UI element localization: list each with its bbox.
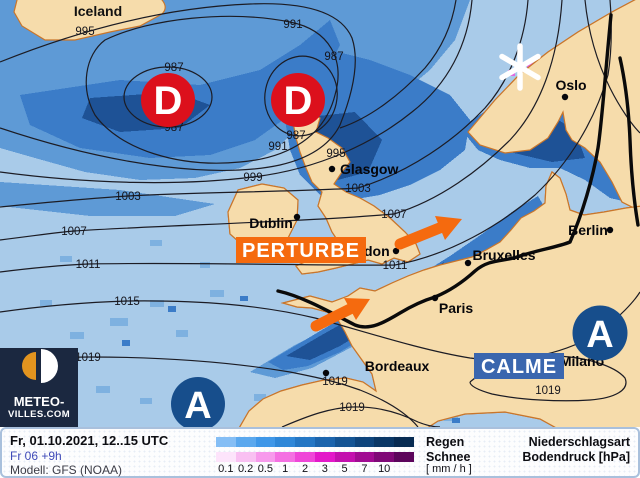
pressure-centers: D D A A: [141, 73, 628, 427]
legend-title-pressure: Bodendruck [hPa]: [522, 450, 630, 464]
low-center-letter: D: [284, 79, 313, 123]
isobar-label: 995: [75, 26, 94, 38]
legend-tick: 0.1: [218, 463, 234, 475]
legend-tick: 7: [361, 463, 368, 475]
legend-unit-label: [ mm / h ]: [426, 463, 472, 475]
logo-half-moon-orange: [22, 352, 36, 380]
perturbe-label: PERTURBE: [242, 240, 360, 262]
forecast-datetime: Fr, 01.10.2021, 12..15 UTC: [10, 433, 169, 448]
city-label-dublin: Dublin: [249, 215, 293, 231]
city-label-paris: Paris: [439, 300, 473, 316]
city-dot-bordeaux: [322, 369, 330, 377]
region-label-iceland: Iceland: [74, 3, 122, 19]
legend-tick: 0.5: [257, 463, 274, 475]
isobar-label: 1003: [115, 191, 141, 203]
city-dot-glasgow: [328, 165, 336, 173]
city-dot-oslo: [561, 93, 569, 101]
model-run: Fr 06 +9h: [10, 449, 62, 463]
low-center-marker: [271, 73, 325, 127]
isobar-label: 1019: [75, 352, 101, 364]
isobar-label: 1019: [339, 402, 365, 414]
city-dot-london: [392, 247, 400, 255]
isobar-label: 1011: [383, 260, 408, 272]
isobar-label: 999: [243, 172, 262, 184]
high-center-marker: [572, 305, 628, 361]
legend-bar-snow: [216, 452, 414, 462]
meteo-villes-logo[interactable]: METEO- VILLES.COM: [0, 348, 78, 427]
city-label-glasgow: Glasgow: [340, 161, 398, 177]
legend-title-precip-type: Niederschlagsart: [528, 435, 630, 449]
city-dot-dublin: [293, 213, 301, 221]
city-label-oslo: Oslo: [555, 77, 586, 93]
model-name: Modell: GFS (NOAA): [10, 463, 123, 477]
legend-snow-label: Schnee: [426, 450, 471, 464]
flow-arrows: [310, 216, 462, 332]
isobar-label: 991: [283, 19, 302, 31]
calme-label: CALME: [481, 356, 557, 378]
legend-tick: 3: [321, 463, 328, 475]
meteo-villes-logo-icon: [22, 349, 58, 383]
city-label-bordeaux: Bordeaux: [365, 358, 430, 374]
legend-bar-rain: [216, 437, 414, 447]
isobar-label: 1019: [535, 385, 561, 397]
isobar-labels: 995 991 987 987 987 991 987 995 999 1003…: [61, 19, 561, 414]
legend-tick: 1: [282, 463, 289, 475]
legend-tick: 10: [378, 463, 391, 475]
isobar-label: 1003: [345, 183, 371, 195]
isobar-label: 1019: [322, 376, 348, 388]
city-label-berlin: Berlin: [568, 222, 608, 238]
city-dot-berlin: [606, 226, 614, 234]
low-center-marker: [141, 73, 195, 127]
high-center-letter: A: [184, 385, 211, 427]
calme-box: [474, 353, 564, 379]
arrow-northeast2-icon: [310, 303, 356, 332]
city-dot-bruxelles: [464, 259, 472, 267]
perturbe-box: [236, 237, 366, 263]
city-label-bruxelles: Bruxelles: [472, 247, 535, 263]
pressure-precipitation-map: 995 991 987 987 987 991 987 995 999 1003…: [0, 0, 640, 427]
legend-tick: 0.2: [237, 463, 254, 475]
logo-half-moon-white: [41, 349, 58, 383]
isobar-label: 1007: [381, 209, 407, 221]
logo-text-line2: VILLES.COM: [7, 409, 71, 420]
logo-text-line1: METEO-: [13, 394, 65, 409]
annotation-perturbe: PERTURBE: [236, 237, 366, 263]
front-lines: [276, 13, 640, 329]
isobar-label: 1007: [61, 226, 87, 238]
legend-right-titles: Niederschlagsart Bodendruck [hPa]: [522, 435, 630, 465]
arrow-northeast-icon: [394, 221, 448, 250]
arrow-northeast2-head-icon: [344, 298, 370, 320]
footer-bar: Fr, 01.10.2021, 12..15 UTC Fr 06 +9h Mod…: [0, 427, 640, 478]
isobar-label: 987: [286, 130, 305, 142]
isobar-label: 991: [268, 141, 287, 153]
low-center-letter: D: [154, 79, 183, 123]
isobar-label: 1015: [114, 296, 140, 308]
isobar-label: 995: [326, 148, 345, 160]
legend-tick: 2: [301, 463, 309, 475]
isobar-label: 987: [324, 51, 343, 63]
high-center-letter: A: [586, 314, 613, 356]
high-center-marker: [171, 377, 225, 427]
snowflake-icon: [499, 43, 541, 91]
isobar-label: 1011: [76, 259, 101, 271]
isobar-label: 987: [164, 62, 183, 74]
legend-tick: 5: [341, 463, 348, 475]
arrow-northeast-head-icon: [435, 216, 462, 240]
annotation-calme: CALME: [474, 353, 564, 379]
city-dot-paris: [431, 294, 439, 302]
legend-rain-label: Regen: [426, 435, 465, 449]
